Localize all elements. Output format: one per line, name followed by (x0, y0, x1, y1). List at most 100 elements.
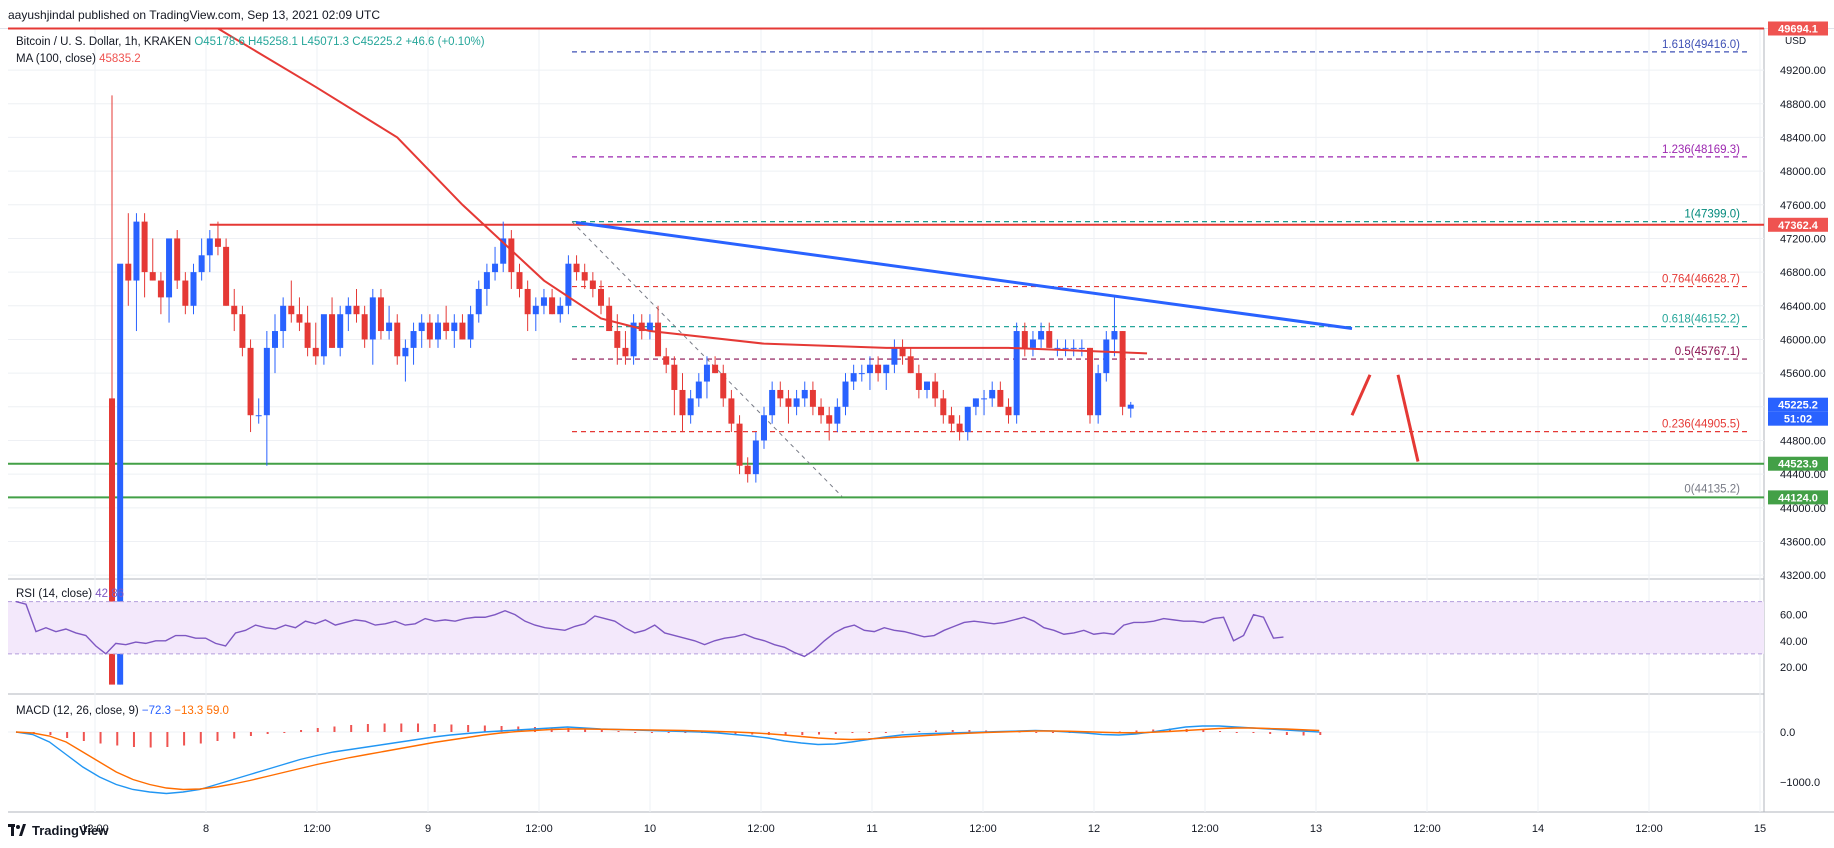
macd-histogram-bar (149, 732, 152, 748)
price-tick-label: 48800.00 (1780, 99, 1826, 111)
macd-histogram-bar (934, 730, 937, 732)
price-tick-label: 43600.00 (1780, 536, 1826, 548)
macd-histogram-bar (634, 732, 637, 733)
time-tick-label: 12:00 (81, 823, 109, 835)
rsi-value: 42.86 (95, 588, 125, 600)
time-tick-label: 12:00 (969, 823, 997, 835)
macd-tick-label: −1000.0 (1780, 777, 1820, 789)
macd-histogram-bar (1235, 732, 1238, 733)
time-tick-label: 11 (866, 823, 877, 835)
price-tick-label: 46000.00 (1780, 334, 1826, 346)
candle-body (1005, 406, 1012, 416)
macd-histogram-bar (233, 732, 236, 739)
fib-level-label: 0.764(46628.7) (1662, 274, 1740, 286)
candle-body (1103, 339, 1110, 374)
rsi-tick-label: 40.00 (1780, 636, 1808, 648)
candle-body (915, 373, 922, 390)
macd-histogram-bar (383, 723, 386, 732)
macd-histogram-bar (166, 732, 169, 747)
candle-body (581, 272, 588, 281)
macd-histogram-bar (283, 732, 286, 733)
fib-level-label: 0.5(45767.1) (1675, 346, 1740, 358)
candle-body (337, 314, 344, 348)
candle-body (736, 423, 743, 466)
price-tick-label: 47200.00 (1780, 233, 1826, 245)
macd-histogram-bar (985, 730, 988, 732)
macd-histogram-bar (216, 732, 219, 741)
currency-label: USD (1785, 36, 1806, 47)
macd-histogram-bar (884, 732, 887, 733)
macd-histogram-bar (1051, 732, 1054, 733)
macd-histogram-bar (1319, 732, 1322, 735)
candle-body (858, 373, 865, 375)
price-tick-label: 44400.00 (1780, 469, 1826, 481)
macd-histogram-bar (500, 726, 503, 732)
price-tick-label: 48400.00 (1780, 132, 1826, 144)
macd-histogram-bar (918, 731, 921, 732)
macd-histogram-bar (366, 724, 369, 732)
rsi-label: RSI (14, close) (16, 588, 93, 600)
macd-legend: MACD (12, 26, close, 9) −72.3 −13.3 59.0 (16, 705, 229, 717)
candle-body (907, 356, 914, 374)
price-tick-label: 44800.00 (1780, 435, 1826, 447)
candle-body (353, 305, 360, 315)
macd-histogram-bar (116, 732, 119, 746)
candle-body (174, 238, 181, 281)
rsi-legend: RSI (14, close) 42.86 (16, 588, 124, 600)
price-axis-label-bg (1768, 411, 1828, 426)
candle-body (1087, 347, 1093, 416)
macd-signal-value: −13.3 (174, 705, 204, 717)
candle-body (190, 272, 197, 306)
candle-body (744, 465, 751, 475)
macd-histogram-bar (801, 732, 804, 735)
candle-body (532, 305, 539, 315)
candle-body (826, 415, 833, 424)
ma-legend: MA (100, close) 45835.2 (16, 53, 141, 65)
candle-body (280, 305, 287, 332)
macd-histogram-bar (1135, 730, 1138, 732)
candle-body (304, 322, 311, 348)
candle-body (695, 381, 702, 399)
candle-body (1095, 373, 1102, 416)
candle-body (972, 398, 979, 407)
candle-body (940, 398, 947, 416)
macd-histogram-bar (834, 732, 837, 734)
candle-body (492, 263, 499, 273)
macd-histogram-bar (300, 730, 303, 732)
candle-body (141, 221, 148, 273)
candle-body (752, 440, 759, 475)
candle-body (320, 314, 327, 357)
time-tick-label: 12:00 (303, 823, 331, 835)
candle-body (622, 347, 629, 357)
footer-brand[interactable]: TradingView (8, 823, 108, 838)
time-tick-label: 15 (1754, 823, 1766, 835)
price-tick-label: 43200.00 (1780, 570, 1826, 582)
fib-level-label: 1(47399.0) (1684, 209, 1740, 221)
macd-histogram-bar (667, 732, 670, 733)
candle-body (891, 347, 898, 365)
macd-histogram-bar (66, 732, 69, 738)
macd-histogram-bar (851, 732, 854, 733)
candle-body (133, 221, 140, 281)
price-axis-label: 51:02 (1784, 414, 1812, 426)
candle-body (1111, 331, 1118, 340)
price-tick-label: 46400.00 (1780, 301, 1826, 313)
macd-histogram-bar (1269, 732, 1272, 734)
footer-brand-text: TradingView (32, 823, 109, 838)
candle-body (948, 415, 955, 424)
candle-body (540, 297, 547, 306)
candle-body (932, 381, 939, 399)
candle-body (1046, 331, 1053, 348)
candle-body (663, 356, 670, 365)
time-tick-label: 12:00 (1191, 823, 1219, 835)
rsi-tick-label: 60.00 (1780, 610, 1808, 622)
candle-body (361, 314, 368, 340)
macd-histogram-bar (450, 724, 453, 732)
candle-body (214, 238, 221, 247)
candle-body (198, 255, 205, 273)
candle-body (989, 389, 996, 399)
candle-body (703, 364, 710, 382)
macd-histogram-bar (1118, 731, 1121, 733)
candle-body (516, 272, 523, 289)
